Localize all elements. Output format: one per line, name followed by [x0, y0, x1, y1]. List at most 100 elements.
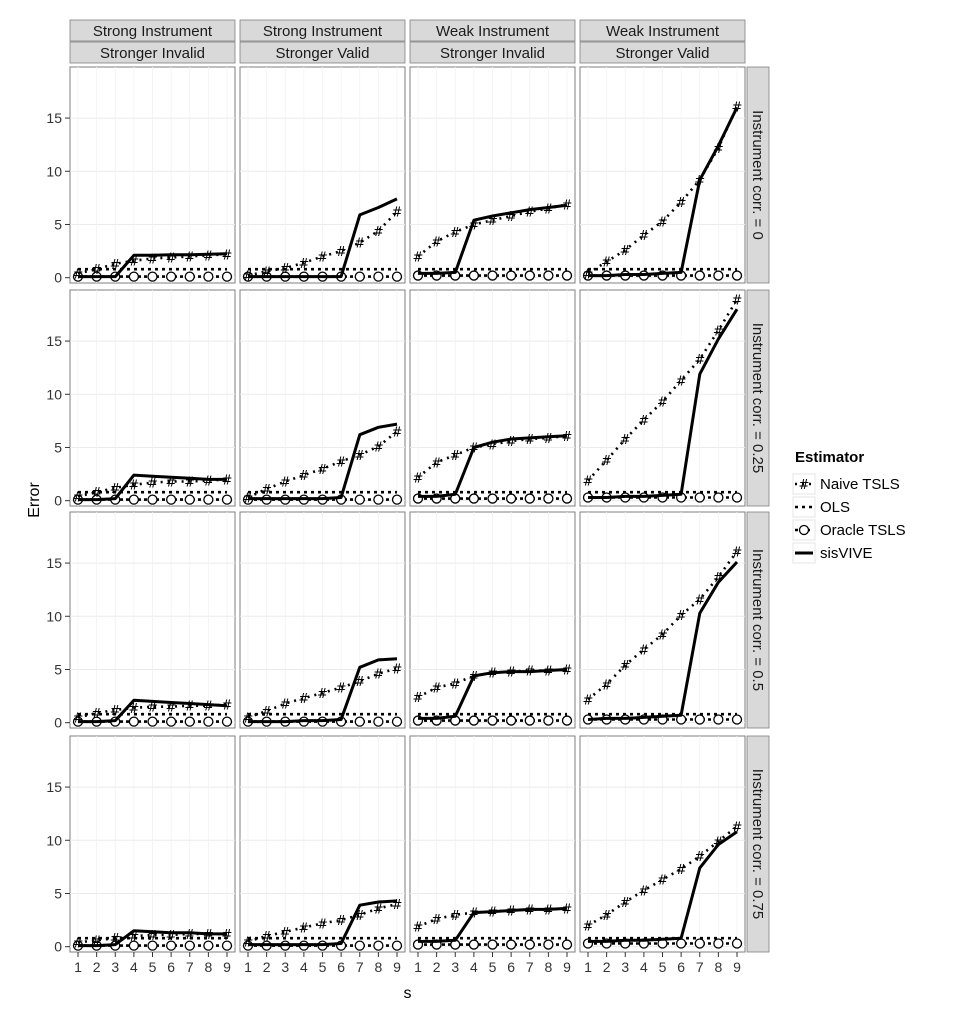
- naive-tsls-point: #: [184, 928, 195, 943]
- oracle-tsls-point: [354, 716, 365, 727]
- naive-tsls-point: #: [336, 245, 347, 260]
- naive-tsls-point: #: [392, 898, 403, 913]
- facet-panel: #########: [69, 735, 236, 953]
- naive-tsls-point: #: [543, 665, 554, 680]
- oracle-tsls-point: [561, 270, 573, 281]
- naive-tsls-point: #: [676, 863, 687, 878]
- x-tick-label: 4: [640, 959, 648, 975]
- naive-tsls-point: #: [128, 255, 139, 270]
- naive-tsls-point: #: [280, 926, 291, 941]
- naive-tsls-point: #: [73, 711, 84, 726]
- oracle-tsls-point: [675, 938, 687, 949]
- x-tick-label: 5: [319, 959, 327, 975]
- naive-tsls-point: #: [713, 142, 724, 157]
- naive-tsls-point: #: [261, 265, 272, 280]
- naive-tsls-point: #: [373, 225, 384, 240]
- facet-panel: #########: [579, 289, 746, 507]
- facet-panel: #########: [239, 66, 406, 285]
- naive-tsls-point: #: [336, 455, 347, 470]
- legend-title: Estimator: [795, 449, 864, 466]
- sisvive-line: [588, 308, 739, 499]
- naive-tsls-point: #: [524, 206, 535, 221]
- naive-tsls-point: #: [91, 934, 102, 949]
- column-strip-label: Stronger Valid: [616, 45, 710, 62]
- oracle-tsls-point: [694, 714, 705, 725]
- x-tick-label: 8: [374, 959, 382, 975]
- legend: Estimator # Naive TSLS OLS Oracle TSLS sisVIV…: [792, 449, 906, 564]
- oracle-tsls-point: [128, 716, 140, 727]
- x-tick-label: 4: [130, 959, 138, 975]
- legend-item: Oracle TSLS: [792, 519, 906, 541]
- column-strip: [239, 19, 406, 42]
- oracle-tsls-point: [543, 270, 554, 281]
- oracle-tsls-point: [561, 939, 573, 950]
- naive-tsls-point: #: [392, 662, 403, 677]
- y-tick-label: 15: [46, 333, 62, 349]
- naive-tsls-point: #: [506, 666, 517, 681]
- oracle-tsls-point: [184, 940, 195, 951]
- sisvive-line: [78, 252, 228, 279]
- oracle-tsls-point: [505, 270, 517, 281]
- oracle-tsls-point: [694, 938, 705, 949]
- column-strip: [69, 41, 236, 64]
- naive-tsls-point: #: [601, 454, 612, 469]
- x-tick-label: 8: [204, 959, 212, 975]
- naive-tsls-point: #: [413, 471, 424, 486]
- naive-tsls-point: #: [524, 433, 535, 448]
- naive-tsls-point: #: [543, 203, 554, 218]
- x-tick-label: 2: [263, 959, 271, 975]
- naive-tsls-point: #: [184, 476, 195, 491]
- naive-tsls-point: #: [657, 215, 668, 230]
- column-strip: [579, 41, 746, 64]
- facet-panel: #########: [69, 511, 236, 729]
- x-tick-label: 7: [526, 959, 534, 975]
- naive-tsls-point: #: [73, 936, 84, 951]
- naive-tsls-point: #: [543, 903, 554, 918]
- oracle-tsls-point: [221, 716, 233, 727]
- naive-tsls-point: #: [354, 237, 365, 252]
- oracle-tsls-point: [147, 940, 158, 951]
- legend-label: sisVIVE: [820, 545, 873, 562]
- naive-tsls-point: #: [317, 463, 328, 478]
- naive-tsls-point: #: [450, 226, 461, 241]
- oracle-tsls-point: [731, 938, 743, 949]
- naive-tsls-point: #: [487, 438, 498, 453]
- sisvive-line: [248, 197, 398, 279]
- y-tick-label: 0: [54, 939, 62, 955]
- naive-tsls-point: #: [732, 294, 743, 309]
- sisvive-line: [248, 899, 398, 947]
- naive-tsls-point: #: [373, 440, 384, 455]
- oracle-tsls-point: [128, 494, 140, 505]
- oracle-tsls-point: [373, 494, 384, 505]
- x-tick-label: 7: [356, 959, 364, 975]
- naive-tsls-point: #: [184, 700, 195, 715]
- naive-tsls-point: #: [128, 930, 139, 945]
- y-tick-label: 5: [54, 661, 62, 677]
- naive-tsls-point: #: [261, 483, 272, 498]
- oracle-tsls-point: [128, 271, 140, 282]
- legend-item: OLS: [792, 496, 850, 518]
- naive-tsls-point: #: [184, 250, 195, 265]
- naive-tsls-point: #: [243, 711, 254, 726]
- naive-tsls-point: #: [222, 699, 233, 714]
- naive-tsls-point: #: [620, 896, 631, 911]
- naive-tsls-point: #: [147, 701, 158, 716]
- naive-tsls-point: #: [354, 675, 365, 690]
- naive-tsls-line: [247, 210, 398, 277]
- oracle-tsls-point: [713, 492, 724, 503]
- oracle-tsls-point: [487, 493, 498, 504]
- oracle-tsls-point: [505, 939, 517, 950]
- row-strip-label: Instrument corr. = 0.5: [749, 549, 766, 691]
- naive-tsls-point: #: [413, 250, 424, 265]
- x-tick-label: 3: [111, 959, 119, 975]
- naive-tsls-point: #: [298, 922, 309, 937]
- sisvive-line: [418, 203, 568, 275]
- oracle-tsls-point: [694, 492, 705, 503]
- sisvive-line: [418, 668, 568, 720]
- oracle-tsls-point: [203, 940, 214, 951]
- naive-tsls-point: #: [166, 251, 177, 266]
- oracle-tsls-point: [487, 715, 498, 726]
- y-tick-label: 15: [46, 555, 62, 571]
- naive-tsls-point: #: [110, 704, 121, 719]
